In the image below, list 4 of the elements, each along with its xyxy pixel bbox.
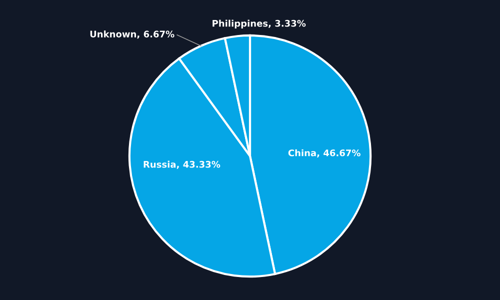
slice-label: Russia, 43.33% — [144, 160, 220, 169]
slice-label: Philippines, 3.33% — [212, 20, 306, 29]
slice-label: Unknown, 6.67% — [90, 30, 174, 39]
slice-label: China, 46.67% — [288, 149, 360, 158]
